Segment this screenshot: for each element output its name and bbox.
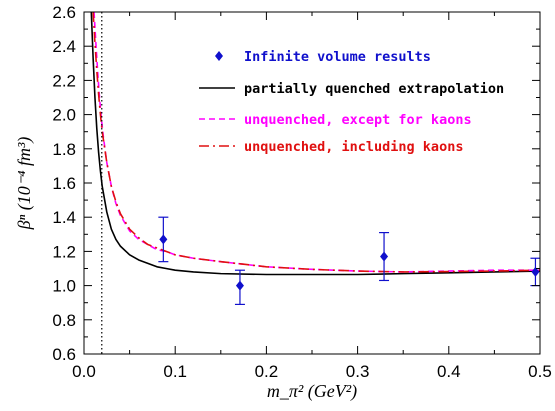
x-axis-title: m_π² (GeV²): [267, 381, 357, 402]
legend-label-0: Infinite volume results: [244, 49, 431, 65]
data-point: [379, 231, 390, 282]
y-tick-label: 1.2: [52, 242, 76, 261]
series-curve-1: [90, 12, 540, 276]
x-tick-label: 0.5: [528, 362, 552, 381]
data-point: [530, 257, 541, 287]
x-tick-label: 0.1: [163, 362, 187, 381]
y-tick-label: 1.4: [52, 208, 76, 227]
y-tick-label: 1.8: [52, 140, 76, 159]
legend-entry-3: unquenched, including kaons: [199, 139, 463, 155]
y-tick-label: 1.6: [52, 174, 76, 193]
legend-label-2: unquenched, except for kaons: [244, 112, 472, 128]
x-tick-label: 0.3: [346, 362, 370, 381]
legend-label-3: unquenched, including kaons: [244, 139, 463, 155]
y-axis-title: βⁿ (10⁻⁴ fm³): [14, 137, 35, 231]
y-tick-label: 1.0: [52, 277, 76, 296]
x-tick-label: 0.2: [255, 362, 279, 381]
y-tick-label: 0.8: [52, 311, 76, 330]
x-tick-label: 0.0: [72, 362, 96, 381]
x-tick-label: 0.4: [437, 362, 461, 381]
diamond-marker: [380, 251, 389, 262]
data-point: [158, 216, 169, 263]
y-tick-label: 2.4: [52, 37, 76, 56]
y-tick-label: 2.2: [52, 71, 76, 90]
y-tick-label: 0.6: [52, 345, 76, 364]
data-point: [234, 269, 245, 306]
tick-labels-layer: 0.0 0.1 0.2 0.3 0.4 0.5 0.6 0.8 1.0 1.2 1.4 1.6 1.8 2…: [52, 3, 551, 381]
diamond-marker: [159, 234, 168, 245]
ticks-layer: [83, 11, 541, 355]
diamond-marker: [531, 266, 540, 277]
legend-diamond-marker: [215, 51, 223, 61]
y-tick-label: 2.0: [52, 106, 76, 125]
diamond-marker: [235, 280, 244, 291]
series-curve-3: [92, 12, 540, 273]
legend-label-1: partially quenched extrapolation: [244, 81, 504, 97]
legend-entry-1: partially quenched extrapolation: [199, 81, 504, 97]
curves-layer: [90, 12, 540, 276]
y-tick-label: 2.6: [52, 3, 76, 22]
legend: Infinite volume results partially quench…: [199, 49, 504, 155]
legend-entry-2: unquenched, except for kaons: [199, 112, 472, 128]
legend-entry-0: Infinite volume results: [215, 49, 431, 65]
data-points-layer: [158, 216, 541, 306]
